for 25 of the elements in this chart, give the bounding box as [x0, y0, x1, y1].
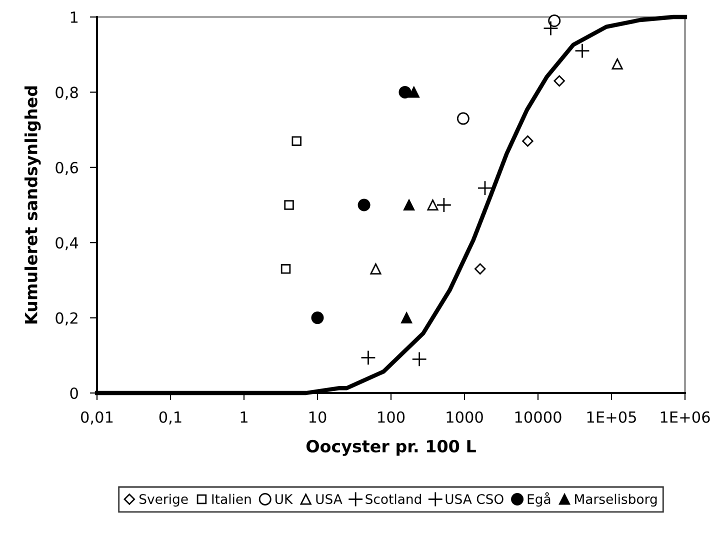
- x-tick-label: 0,1: [159, 411, 182, 424]
- x-tick-label: 1E+05: [587, 411, 636, 423]
- legend-label: Egå: [528, 492, 550, 507]
- legend-label: Sverige: [140, 494, 188, 507]
- y-tick-label: 0: [70, 387, 78, 400]
- y-tick-label: 0,8: [56, 86, 78, 100]
- x-tick-label: 1E+06: [660, 411, 710, 423]
- legend-label: UK: [276, 494, 293, 504]
- legend-label: USA: [316, 494, 342, 504]
- y-tick-label: 1: [70, 12, 78, 23]
- legend-label: Italien: [212, 494, 251, 504]
- x-tick-label: 100: [378, 411, 405, 423]
- legend-label: USA CSO: [446, 494, 504, 504]
- x-tick-label: 0,01: [81, 411, 113, 424]
- x-tick-label: 10000: [515, 411, 562, 423]
- legend-label: Marselisborg: [575, 494, 657, 507]
- x-axis-title: Oocyster pr. 100 L: [306, 440, 476, 456]
- y-tick-label: 0,4: [56, 237, 78, 250]
- y-tick-label: 0,2: [56, 312, 78, 326]
- x-tick-label: 10: [309, 411, 326, 423]
- x-tick-label: 1000: [446, 411, 483, 423]
- x-tick-label: 1: [240, 412, 248, 423]
- y-tick-label: 0,6: [56, 162, 78, 175]
- y-axis-title: Kumuleret sandsynlighed: [24, 86, 41, 324]
- legend-label: Scotland: [366, 494, 421, 504]
